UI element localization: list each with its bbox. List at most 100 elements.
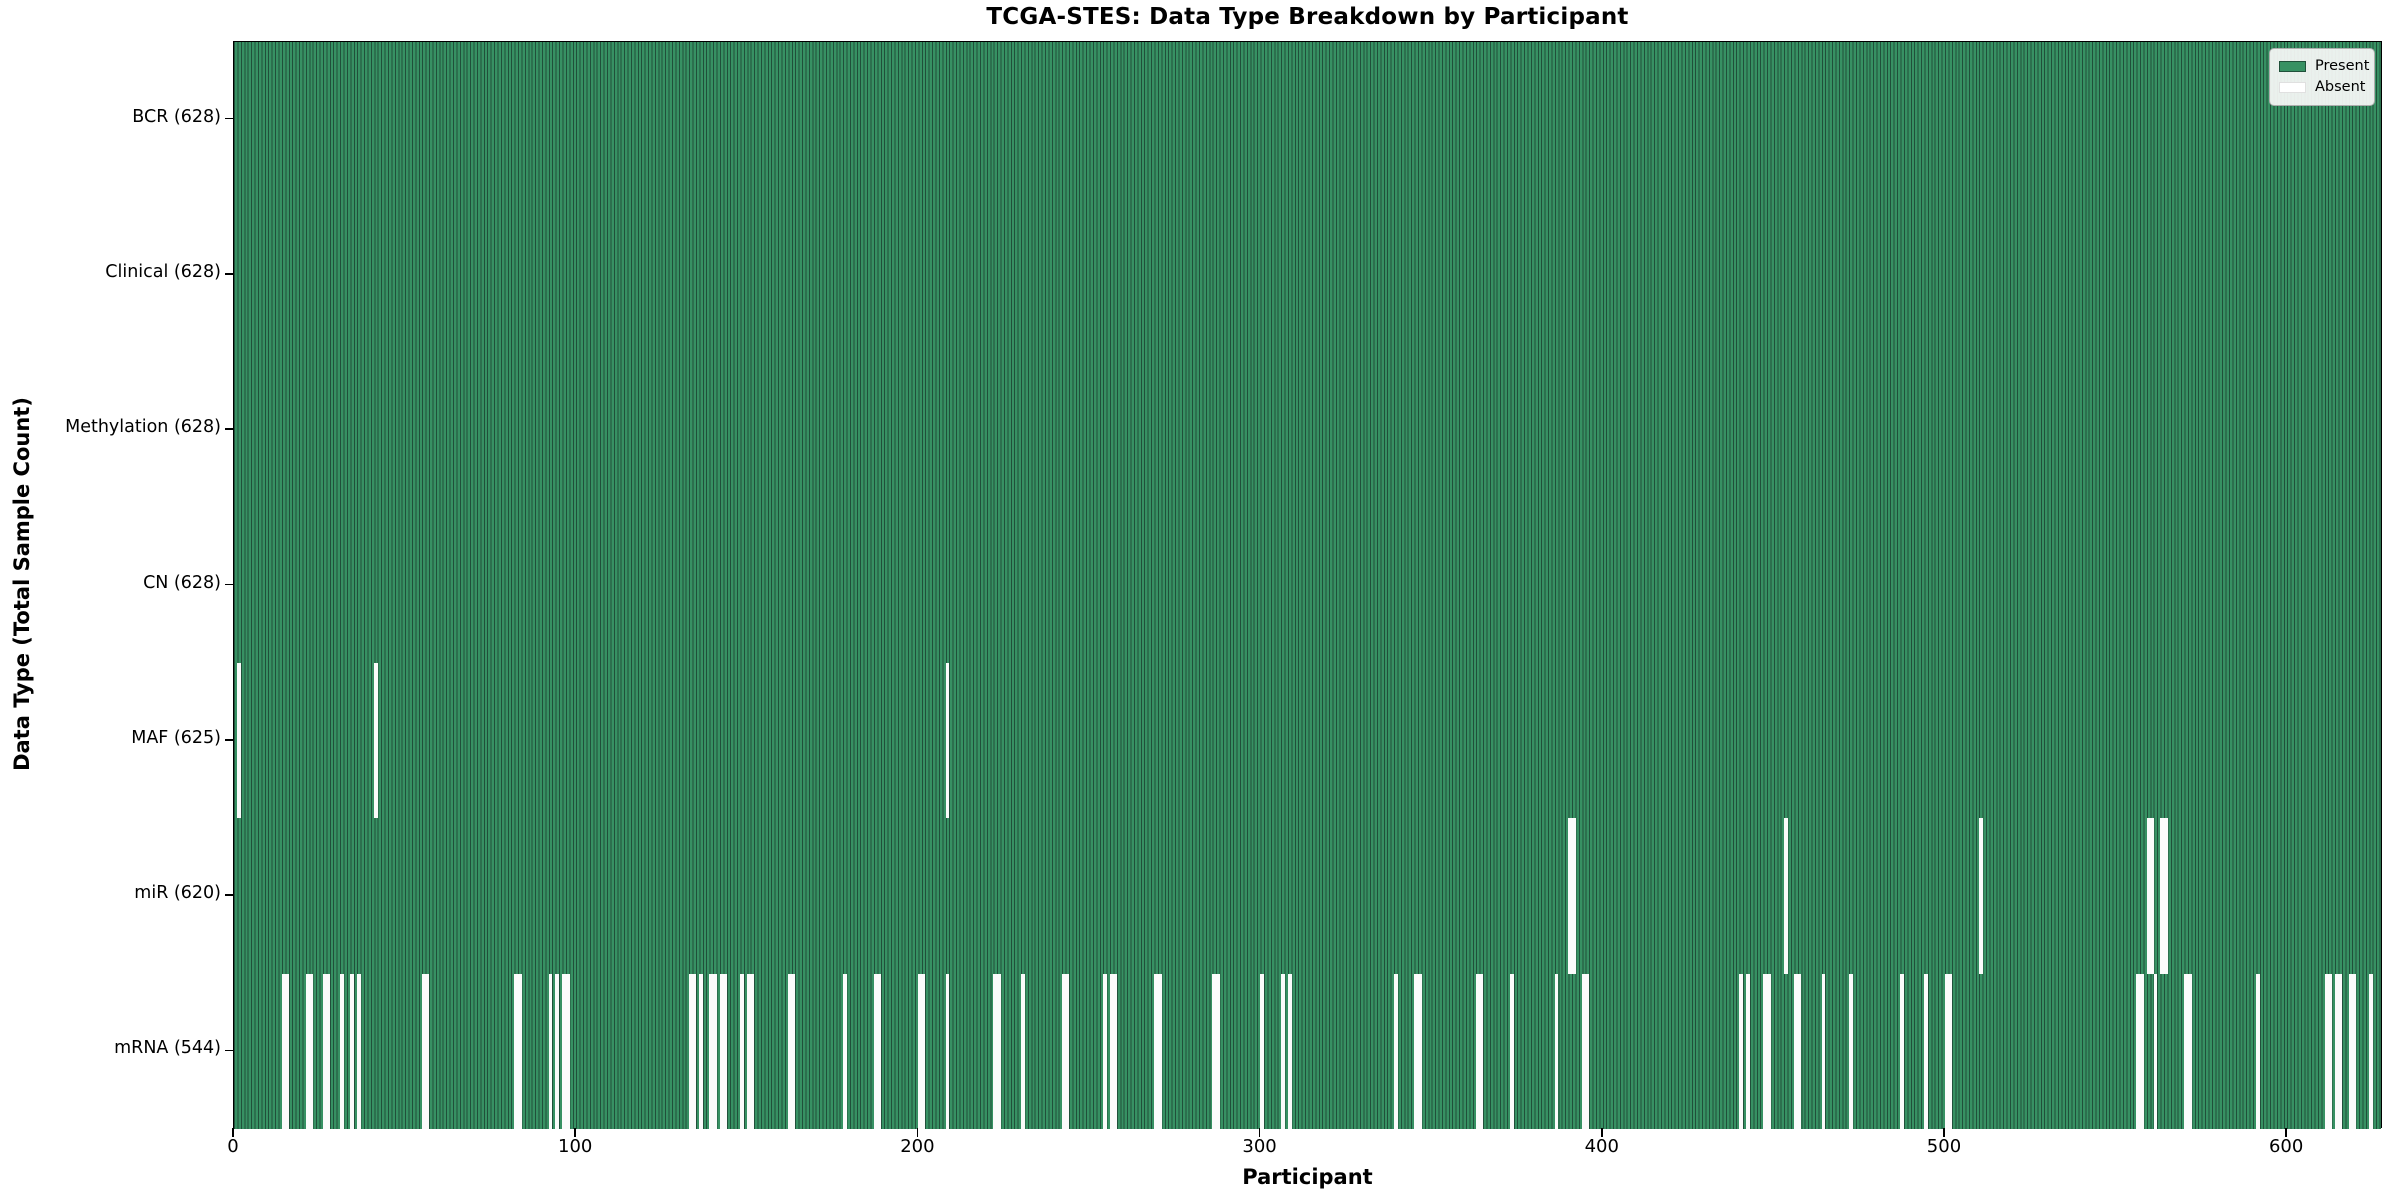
y-tick-label-methylation: Methylation (628) xyxy=(65,417,221,438)
absent-gap-mir-510 xyxy=(1979,818,1983,974)
absent-gap-mrna-611 xyxy=(2324,973,2329,1129)
absent-gap-mrna-308 xyxy=(1287,973,1292,1129)
x-tick-mark xyxy=(574,1128,576,1137)
y-tick-label-cn: CN (628) xyxy=(143,572,221,593)
plot-area: Present Absent xyxy=(233,41,2382,1129)
absent-gap-mrna-150 xyxy=(747,973,751,1129)
row-band-mir xyxy=(234,818,2381,974)
legend-entry-absent: Absent xyxy=(2279,77,2365,98)
absent-gap-mrna-286 xyxy=(1212,973,1217,1129)
absent-gap-mrna-188 xyxy=(877,973,881,1129)
absent-gap-mrna-208 xyxy=(945,973,950,1129)
absent-gap-mir-564 xyxy=(2163,818,2168,974)
absent-gap-mrna-163 xyxy=(791,973,796,1129)
absent-gap-mrna-201 xyxy=(921,973,926,1129)
y-tick-label-mrna: mRNA (544) xyxy=(114,1038,221,1059)
x-tick-mark xyxy=(232,1128,234,1137)
absent-gap-mrna-55 xyxy=(422,973,426,1129)
absent-gap-mrna-346 xyxy=(1417,973,1422,1129)
absent-gap-mrna-386 xyxy=(1554,973,1559,1129)
absent-gap-mrna-440 xyxy=(1739,973,1744,1129)
y-tick-label-mir: miR (620) xyxy=(134,883,221,904)
absent-gap-mrna-56 xyxy=(425,973,430,1129)
absent-gap-mrna-14 xyxy=(281,973,286,1129)
x-tick-label-0: 0 xyxy=(227,1136,239,1157)
absent-gap-mrna-15 xyxy=(285,973,289,1129)
y-tick-label-maf: MAF (625) xyxy=(131,727,221,748)
x-tick-label-600: 600 xyxy=(2268,1136,2304,1157)
absent-gap-mrna-345 xyxy=(1414,973,1419,1129)
absent-gap-mrna-270 xyxy=(1157,973,1162,1129)
absent-gap-mrna-139 xyxy=(709,973,714,1129)
absent-gap-mrna-501 xyxy=(1948,973,1953,1129)
absent-gap-mrna-269 xyxy=(1154,973,1159,1129)
legend-entry-present: Present xyxy=(2279,56,2369,77)
absent-gap-mrna-143 xyxy=(723,973,727,1129)
absent-gap-mrna-447 xyxy=(1763,973,1768,1129)
absent-gap-mrna-136 xyxy=(699,973,703,1129)
absent-gap-mrna-133 xyxy=(688,973,693,1129)
absent-gap-mrna-457 xyxy=(1797,973,1802,1129)
legend-label-present: Present xyxy=(2315,58,2370,75)
absent-gap-mrna-27 xyxy=(326,973,330,1129)
absent-gap-mrna-140 xyxy=(712,973,717,1129)
absent-gap-mrna-222 xyxy=(993,973,998,1129)
absent-gap-mrna-257 xyxy=(1113,973,1118,1129)
absent-gap-mrna-395 xyxy=(1585,973,1590,1129)
absent-gap-mrna-254 xyxy=(1102,973,1107,1129)
x-tick-label-100: 100 xyxy=(558,1136,593,1157)
y-tick-mark xyxy=(225,1049,233,1052)
absent-gap-mrna-223 xyxy=(996,973,1001,1129)
absent-gap-mrna-614 xyxy=(2334,973,2339,1129)
absent-gap-mrna-500 xyxy=(1944,973,1949,1129)
absent-gap-mrna-94 xyxy=(555,973,560,1129)
x-tick-mark xyxy=(1258,1128,1261,1137)
present-swatch xyxy=(2279,61,2306,72)
absent-gap-mrna-557 xyxy=(2139,973,2144,1129)
absent-gap-mrna-21 xyxy=(305,973,310,1129)
absent-gap-mrna-200 xyxy=(918,973,922,1129)
absent-gap-mrna-92 xyxy=(548,973,553,1129)
absent-gap-mrna-134 xyxy=(692,973,697,1129)
absent-gap-mrna-97 xyxy=(565,973,570,1129)
absent-gap-mrna-394 xyxy=(1582,973,1586,1129)
absent-gap-mrna-242 xyxy=(1061,973,1066,1129)
absent-gap-mrna-300 xyxy=(1260,973,1265,1129)
y-tick-label-clinical: Clinical (628) xyxy=(105,261,221,282)
absent-gap-mir-391 xyxy=(1571,818,1576,974)
absent-gap-mir-453 xyxy=(1783,818,1788,974)
row-band-maf xyxy=(234,663,2381,819)
absent-gap-mrna-178 xyxy=(842,973,847,1129)
absent-gap-mrna-243 xyxy=(1065,973,1070,1129)
x-tick-mark xyxy=(1600,1128,1603,1137)
absent-gap-mrna-591 xyxy=(2256,973,2260,1129)
absent-gap-mrna-570 xyxy=(2184,973,2189,1129)
absent-gap-mrna-363 xyxy=(1475,973,1480,1129)
y-tick-mark xyxy=(225,583,233,586)
row-band-mrna xyxy=(234,973,2381,1129)
absent-gap-mrna-373 xyxy=(1510,973,1514,1129)
absent-gap-mrna-306 xyxy=(1280,973,1285,1129)
absent-gap-mrna-36 xyxy=(356,973,361,1129)
absent-gap-mrna-556 xyxy=(2136,973,2141,1129)
absent-gap-mrna-494 xyxy=(1924,973,1929,1129)
absent-gap-mrna-34 xyxy=(350,973,354,1129)
absent-gap-mrna-162 xyxy=(788,973,792,1129)
x-tick-label-300: 300 xyxy=(1242,1136,1277,1157)
absent-gap-mrna-339 xyxy=(1393,973,1398,1129)
absent-gap-mrna-619 xyxy=(2352,973,2356,1129)
absent-gap-mrna-364 xyxy=(1479,973,1484,1129)
absent-gap-mrna-612 xyxy=(2328,973,2332,1129)
absent-gap-maf-41 xyxy=(374,663,378,819)
row-band-cn xyxy=(234,507,2381,664)
absent-swatch xyxy=(2279,82,2306,93)
y-tick-mark xyxy=(225,894,233,896)
absent-gap-mrna-151 xyxy=(750,973,755,1129)
absent-gap-mir-559 xyxy=(2146,818,2151,974)
absent-gap-mrna-442 xyxy=(1746,973,1751,1129)
y-tick-mark xyxy=(225,273,233,275)
x-tick-mark xyxy=(916,1128,919,1137)
x-tick-label-500: 500 xyxy=(1926,1136,1962,1157)
x-axis-title: Participant xyxy=(1242,1165,1373,1189)
